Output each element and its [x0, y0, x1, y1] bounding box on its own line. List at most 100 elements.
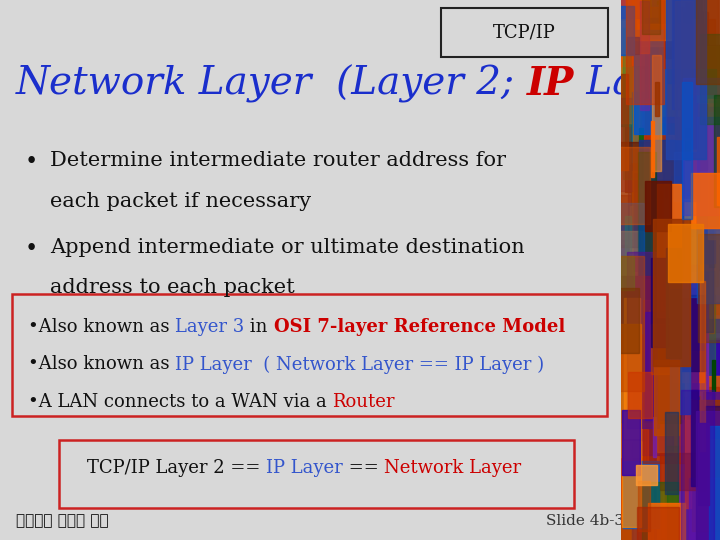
Bar: [653, 417, 656, 457]
Bar: [692, 0, 702, 138]
Bar: [701, 343, 719, 374]
Bar: [616, 379, 630, 428]
Bar: [672, 83, 701, 264]
Bar: [621, 401, 640, 540]
Bar: [646, 240, 666, 357]
Bar: [652, 184, 685, 253]
Bar: [610, 43, 638, 126]
Bar: [645, 312, 671, 420]
Bar: [705, 406, 720, 438]
Bar: [660, 382, 690, 483]
Text: TCP/IP: TCP/IP: [493, 23, 556, 42]
Text: address to each packet: address to each packet: [50, 278, 294, 297]
Bar: [651, 121, 654, 177]
Bar: [670, 354, 694, 523]
Bar: [703, 12, 708, 85]
Bar: [638, 24, 685, 45]
Bar: [675, 1, 693, 139]
Bar: [677, 418, 720, 469]
Bar: [614, 343, 658, 448]
Bar: [685, 492, 710, 515]
Bar: [615, 288, 639, 354]
Bar: [698, 11, 706, 71]
Bar: [691, 288, 698, 399]
Bar: [657, 5, 675, 29]
Bar: [688, 396, 716, 538]
Bar: [606, 98, 647, 191]
Bar: [652, 315, 682, 380]
Bar: [631, 125, 647, 232]
Bar: [682, 82, 692, 219]
Bar: [685, 128, 690, 160]
Bar: [626, 216, 631, 327]
Bar: [679, 129, 689, 221]
Bar: [652, 0, 686, 103]
Bar: [654, 0, 691, 114]
Bar: [639, 128, 643, 187]
Bar: [663, 28, 702, 83]
Bar: [631, 360, 637, 413]
Bar: [649, 90, 670, 186]
Bar: [701, 379, 720, 435]
Bar: [712, 360, 715, 443]
Bar: [634, 272, 662, 407]
Bar: [613, 383, 653, 540]
Bar: [652, 231, 684, 282]
Bar: [696, 376, 720, 414]
Bar: [671, 295, 706, 370]
Bar: [633, 376, 640, 474]
Bar: [674, 152, 698, 201]
Bar: [717, 137, 720, 205]
Text: IP: IP: [527, 65, 575, 103]
Bar: [706, 207, 716, 257]
Bar: [686, 138, 720, 206]
Text: Router: Router: [333, 393, 395, 411]
Bar: [619, 21, 636, 123]
Bar: [693, 184, 720, 314]
Bar: [611, 256, 644, 391]
Bar: [627, 288, 651, 464]
Bar: [700, 0, 718, 116]
Bar: [633, 66, 639, 251]
Bar: [715, 204, 720, 294]
Bar: [693, 383, 707, 448]
Bar: [685, 303, 720, 332]
Bar: [680, 85, 688, 194]
Bar: [681, 80, 710, 236]
Bar: [647, 353, 666, 533]
Bar: [642, 482, 678, 540]
Bar: [623, 461, 660, 528]
Bar: [659, 0, 675, 153]
Bar: [631, 55, 672, 93]
Bar: [644, 432, 671, 540]
Bar: [607, 231, 652, 350]
Bar: [708, 107, 720, 195]
Bar: [665, 396, 700, 540]
Text: •A LAN connects to a WAN via a: •A LAN connects to a WAN via a: [28, 393, 333, 411]
Bar: [631, 336, 647, 427]
Bar: [678, 224, 697, 297]
Bar: [645, 180, 671, 231]
Bar: [610, 276, 659, 389]
Bar: [647, 396, 680, 462]
Bar: [636, 507, 679, 540]
Text: IP Layer  ( Network Layer == IP Layer ): IP Layer ( Network Layer == IP Layer ): [175, 355, 544, 374]
Bar: [701, 281, 705, 451]
Bar: [672, 413, 710, 540]
Bar: [609, 356, 640, 383]
Bar: [695, 387, 719, 518]
Bar: [627, 37, 639, 55]
Bar: [608, 240, 641, 351]
Bar: [618, 195, 665, 276]
Bar: [663, 363, 668, 526]
Bar: [709, 426, 720, 540]
Bar: [678, 82, 715, 118]
Bar: [670, 233, 696, 292]
Bar: [646, 235, 681, 396]
Bar: [681, 12, 685, 62]
Bar: [699, 46, 720, 152]
Bar: [616, 0, 649, 63]
Bar: [626, 0, 664, 104]
Bar: [660, 174, 669, 214]
Bar: [679, 421, 714, 540]
